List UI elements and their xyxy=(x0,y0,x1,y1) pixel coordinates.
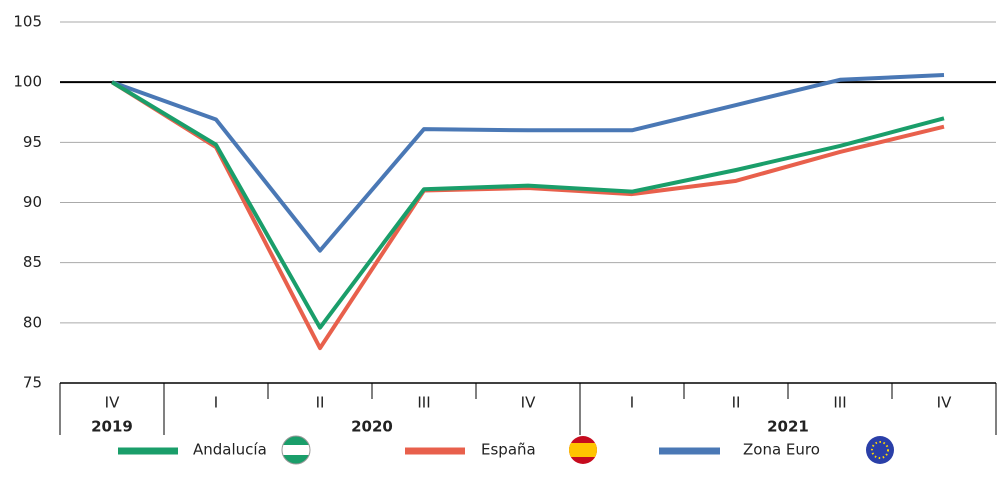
y-tick-label: 90 xyxy=(23,193,42,211)
x-tick-label: IV xyxy=(105,394,120,412)
legend-label: España xyxy=(481,441,536,459)
x-tick-label: III xyxy=(833,394,846,412)
y-tick-label: 85 xyxy=(23,253,42,271)
group-label: 2020 xyxy=(351,418,393,436)
x-tick-label: IV xyxy=(521,394,536,412)
y-tick-label: 105 xyxy=(13,13,42,31)
x-tick-label: IV xyxy=(937,394,952,412)
legend-label: Andalucía xyxy=(193,441,267,459)
group-label: 2019 xyxy=(91,418,133,436)
x-tick-label: III xyxy=(417,394,430,412)
group-label: 2021 xyxy=(767,418,809,436)
series-line xyxy=(110,80,945,330)
x-tick-label: I xyxy=(214,394,218,412)
flag-icon xyxy=(569,436,597,464)
legend: Andalucía España Zona Euro xyxy=(118,435,894,465)
y-tick-label: 80 xyxy=(23,313,42,331)
flag-icon xyxy=(281,435,311,465)
x-tick-label: I xyxy=(630,394,634,412)
y-tick-label: 95 xyxy=(23,133,42,151)
series-line xyxy=(111,72,945,253)
flag-icon xyxy=(866,436,894,464)
x-tick-label: II xyxy=(732,394,741,412)
y-tick-label: 75 xyxy=(23,374,42,392)
y-tick-label: 100 xyxy=(13,73,42,91)
legend-label: Zona Euro xyxy=(743,441,820,459)
x-tick-label: II xyxy=(316,394,325,412)
series-line xyxy=(110,80,945,351)
